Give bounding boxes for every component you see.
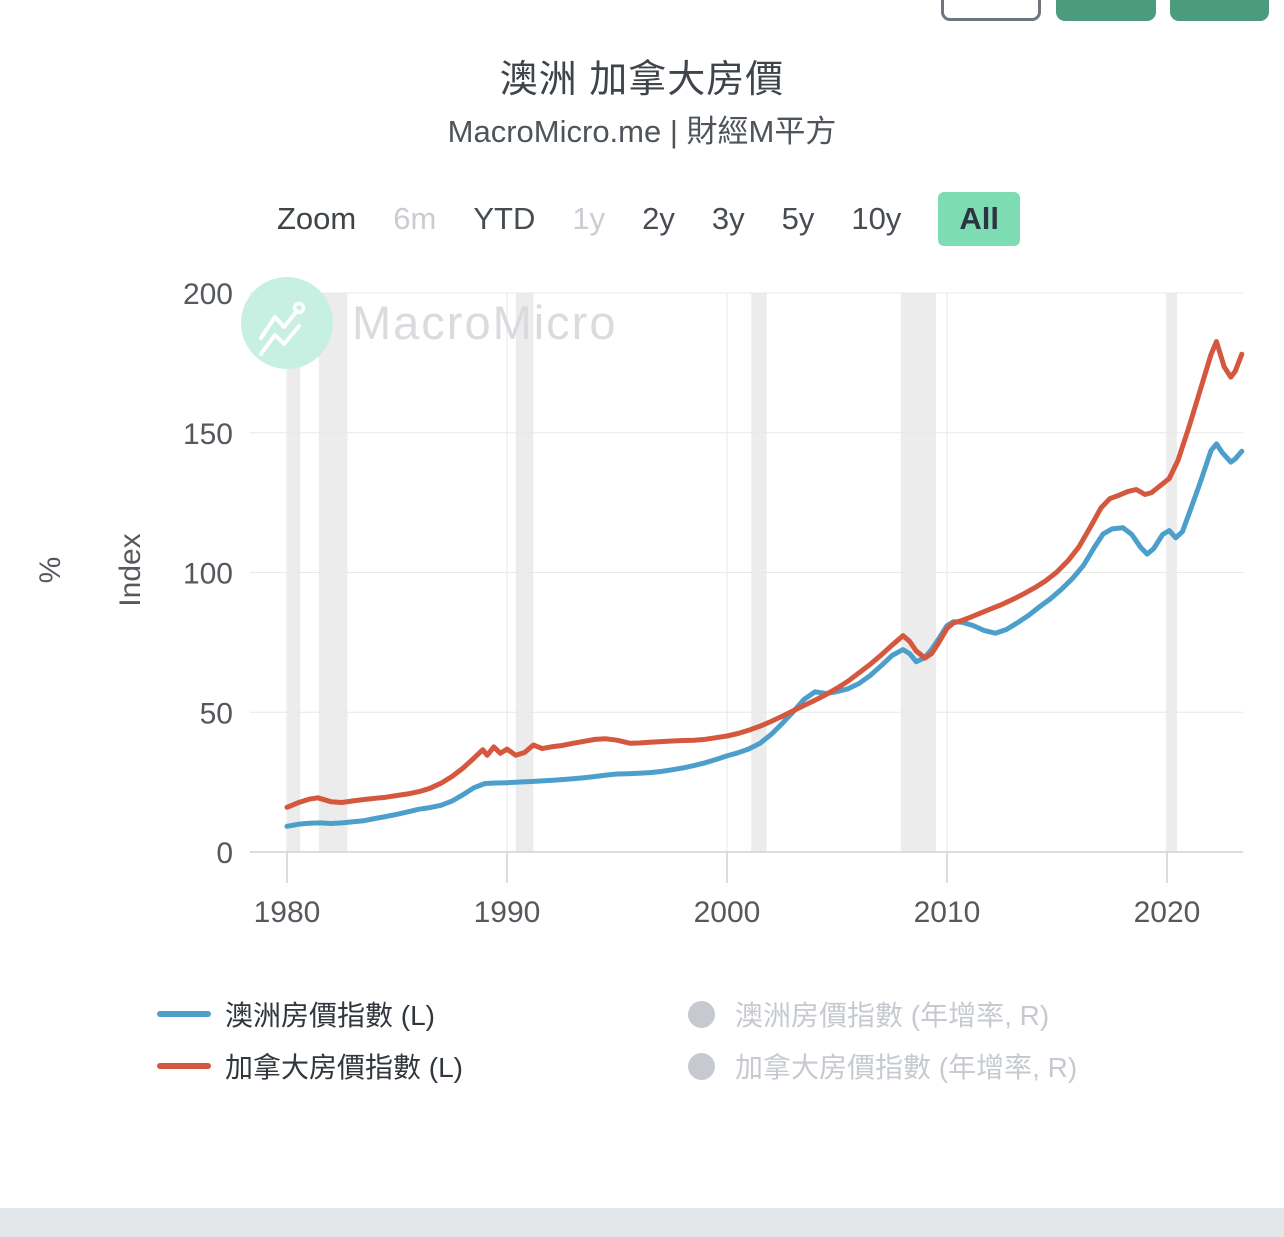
legend-item-canada-yoy[interactable]: 加拿大房價指數 (年增率, R): [688, 1050, 1077, 1083]
range-selector: Zoom 6m YTD 1y 2y 3y 5y 10y All: [277, 192, 1020, 246]
range-5y[interactable]: 5y: [781, 201, 815, 236]
zoom-label: Zoom: [277, 201, 357, 236]
legend-item-canada-level[interactable]: 加拿大房價指數 (L): [157, 1050, 463, 1083]
range-1y[interactable]: 1y: [572, 201, 606, 236]
range-3y[interactable]: 3y: [711, 201, 745, 236]
x-tick-label: 2020: [1134, 896, 1201, 929]
legend-item-australia-yoy[interactable]: 澳洲房價指數 (年增率, R): [688, 998, 1049, 1031]
legend-circle-swatch: [688, 1000, 715, 1028]
legend-circle-swatch: [688, 1052, 715, 1080]
range-ytd[interactable]: YTD: [473, 201, 536, 236]
page-title: 澳洲 加拿大房價: [499, 59, 785, 101]
right-axis-title-percent: %: [34, 557, 67, 584]
legend-line-swatch-canada: [157, 1063, 211, 1069]
legend-label: 澳洲房價指數 (年增率, R): [735, 1000, 1050, 1031]
x-tick-label: 1990: [474, 896, 541, 929]
y-tick-label: 100: [183, 558, 233, 591]
y-tick-label: 50: [200, 697, 233, 730]
legend-line-swatch-australia: [157, 1011, 211, 1017]
left-axis-title-index: Index: [114, 533, 147, 606]
header-green-button-1[interactable]: [1056, 0, 1156, 21]
series-line-canada: [284, 339, 1245, 810]
range-all[interactable]: All: [938, 192, 1020, 246]
x-tick-label: 2000: [694, 896, 761, 929]
x-tick-label: 1980: [254, 896, 321, 929]
watermark-logo: [241, 277, 333, 369]
legend-label: 澳洲房價指數 (L): [225, 1000, 436, 1031]
range-6m[interactable]: 6m: [393, 201, 437, 236]
legend-item-australia-level[interactable]: 澳洲房價指數 (L): [157, 998, 435, 1031]
page-subtitle: MacroMicro.me | 財經M平方: [447, 114, 837, 149]
y-tick-label: 150: [183, 418, 233, 451]
range-2y[interactable]: 2y: [642, 201, 675, 236]
legend-label: 加拿大房價指數 (L): [225, 1052, 464, 1083]
range-10y[interactable]: 10y: [851, 201, 902, 236]
series-line-australia: [284, 441, 1245, 829]
legend-label: 加拿大房價指數 (年增率, R): [735, 1052, 1078, 1083]
bottom-bar: [0, 1208, 1284, 1237]
header-green-button-2[interactable]: [1170, 0, 1269, 21]
watermark-text: MacroMicro: [352, 296, 617, 349]
y-tick-label: 0: [216, 837, 233, 870]
header-outline-button[interactable]: [941, 0, 1041, 21]
x-tick-label: 2010: [914, 896, 981, 929]
y-tick-label: 200: [183, 278, 233, 311]
